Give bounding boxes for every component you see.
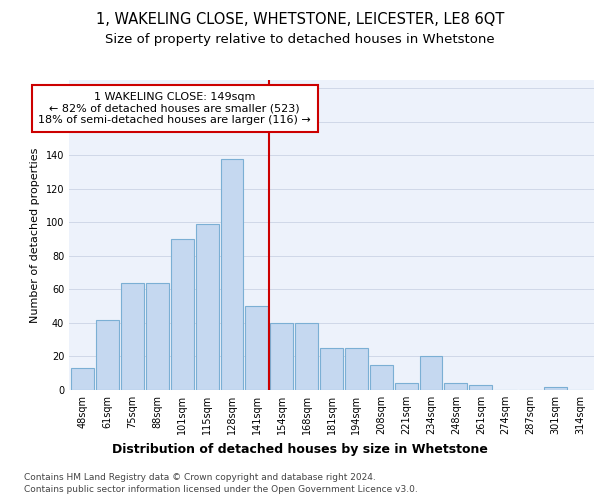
Text: Distribution of detached houses by size in Whetstone: Distribution of detached houses by size … — [112, 442, 488, 456]
Bar — [71, 368, 94, 390]
Bar — [270, 323, 293, 390]
Text: Contains public sector information licensed under the Open Government Licence v3: Contains public sector information licen… — [24, 485, 418, 494]
Bar — [419, 356, 442, 390]
Bar — [320, 348, 343, 390]
Text: Size of property relative to detached houses in Whetstone: Size of property relative to detached ho… — [105, 32, 495, 46]
Bar — [345, 348, 368, 390]
Text: Contains HM Land Registry data © Crown copyright and database right 2024.: Contains HM Land Registry data © Crown c… — [24, 472, 376, 482]
Bar — [221, 159, 244, 390]
Y-axis label: Number of detached properties: Number of detached properties — [30, 148, 40, 322]
Text: 1 WAKELING CLOSE: 149sqm
← 82% of detached houses are smaller (523)
18% of semi-: 1 WAKELING CLOSE: 149sqm ← 82% of detach… — [38, 92, 311, 125]
Bar — [370, 365, 393, 390]
Bar — [146, 283, 169, 390]
Bar — [121, 283, 144, 390]
Bar — [245, 306, 268, 390]
Bar — [171, 239, 194, 390]
Bar — [395, 384, 418, 390]
Bar — [544, 386, 567, 390]
Bar — [445, 384, 467, 390]
Bar — [469, 385, 492, 390]
Bar — [96, 320, 119, 390]
Text: 1, WAKELING CLOSE, WHETSTONE, LEICESTER, LE8 6QT: 1, WAKELING CLOSE, WHETSTONE, LEICESTER,… — [96, 12, 504, 28]
Bar — [295, 323, 318, 390]
Bar — [196, 224, 218, 390]
